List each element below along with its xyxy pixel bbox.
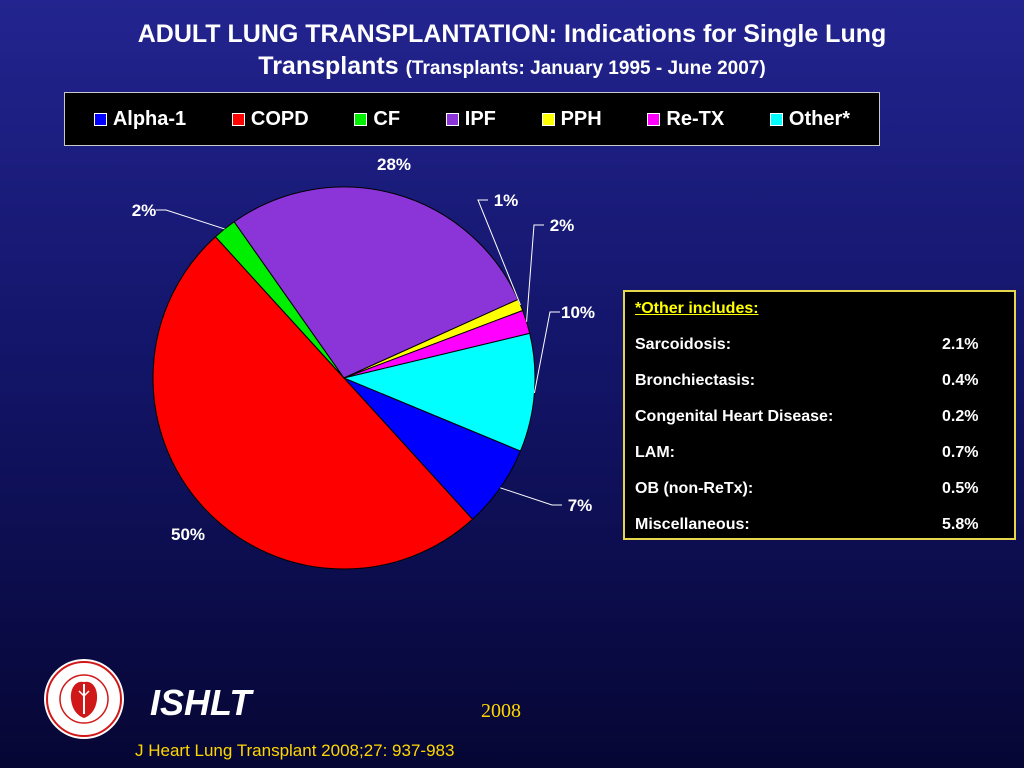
- title-subtitle: (Transplants: January 1995 - June 2007): [405, 58, 766, 79]
- citation: J Heart Lung Transplant 2008;27: 937-983: [135, 741, 455, 760]
- leader-line: [156, 209, 225, 230]
- other-includes-box: *Other includes: Sarcoidosis: 2.1% Bronchi…: [623, 290, 1016, 540]
- legend-label: COPD: [250, 107, 309, 130]
- data-label: 1%: [494, 191, 519, 210]
- data-label: 50%: [171, 525, 205, 544]
- legend-swatch: [647, 112, 661, 126]
- legend-item: IPF: [445, 107, 496, 131]
- year-label: 2008: [481, 700, 521, 722]
- legend-swatch: [769, 112, 783, 126]
- legend-item: Alpha-1: [93, 107, 187, 131]
- other-row-label: Sarcoidosis:: [635, 336, 732, 353]
- legend-label: Other*: [788, 107, 851, 130]
- title-line-2: Transplants (Transplants: January 1995 -…: [0, 50, 1024, 85]
- leader-line: [477, 199, 521, 306]
- chart-legend: Alpha-1 COPD CF IPF PPH Re-TX Other*: [64, 92, 880, 146]
- leader-line: [533, 311, 560, 394]
- pie-slice-ipf: [233, 186, 519, 379]
- data-label: 10%: [561, 303, 595, 322]
- data-label: 28%: [377, 155, 411, 174]
- chart-title: ADULT LUNG TRANSPLANTATION: Indications …: [0, 18, 1024, 85]
- title-line-2-main: Transplants: [258, 52, 399, 80]
- legend-item: PPH: [541, 107, 602, 131]
- other-row-value: 0.2%: [942, 408, 979, 425]
- pie-slice-copd: [152, 236, 474, 570]
- legend-swatch: [354, 112, 368, 126]
- leader-line: [500, 487, 562, 506]
- other-row-label: OB (non-ReTx):: [635, 480, 754, 497]
- legend-label: CF: [373, 107, 401, 130]
- legend-item: COPD: [231, 107, 309, 131]
- legend-item: CF: [354, 108, 400, 131]
- legend-label: IPF: [464, 107, 496, 130]
- other-row-label: LAM:: [635, 444, 675, 461]
- other-row-value: 5.8%: [942, 516, 979, 533]
- other-row-value: 2.1%: [942, 336, 979, 353]
- other-row-value: 0.7%: [942, 444, 979, 461]
- legend-swatch: [541, 112, 555, 126]
- other-includes-heading: *Other includes:: [635, 300, 759, 317]
- data-label: 7%: [568, 496, 593, 515]
- data-label: 2%: [132, 201, 157, 220]
- other-row-value: 0.4%: [942, 372, 979, 389]
- data-label: 2%: [550, 216, 575, 235]
- leader-line: [526, 224, 544, 322]
- other-row-label: Bronchiectasis:: [635, 372, 756, 389]
- legend-label: PPH: [560, 107, 602, 130]
- legend-label: Alpha-1: [112, 107, 187, 130]
- legend-item: Other*: [769, 107, 851, 131]
- other-row-label: Congenital Heart Disease:: [635, 408, 834, 425]
- legend-swatch: [445, 112, 459, 126]
- legend-swatch: [231, 112, 245, 126]
- legend-label: Re-TX: [666, 107, 725, 130]
- other-row-value: 0.5%: [942, 480, 979, 497]
- legend-item: Re-TX: [647, 108, 724, 131]
- legend-swatch: [93, 112, 107, 126]
- title-line-1: ADULT LUNG TRANSPLANTATION: Indications …: [137, 20, 887, 48]
- pie-slice-other: [342, 332, 536, 452]
- other-row-label: Miscellaneous:: [635, 516, 750, 533]
- ishlt-seal-logo: [44, 659, 124, 739]
- ishlt-brand: ISHLT: [150, 682, 252, 723]
